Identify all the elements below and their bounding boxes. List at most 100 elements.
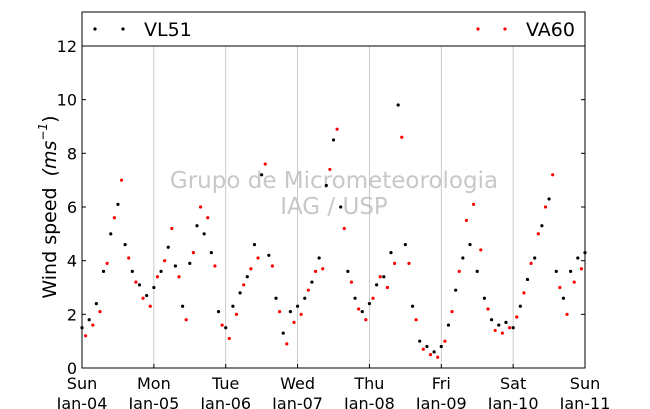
data-point xyxy=(288,310,292,314)
data-point xyxy=(468,242,472,247)
data-point xyxy=(547,197,551,201)
data-point xyxy=(576,256,580,260)
data-point xyxy=(295,304,300,308)
data-point xyxy=(529,261,533,265)
data-point xyxy=(94,302,98,306)
data-point xyxy=(561,296,566,300)
watermark: Grupo de Micrometeorologia IAG / USP xyxy=(170,168,498,220)
data-point xyxy=(543,205,548,209)
y-tick-label: 12 xyxy=(57,37,77,56)
data-point xyxy=(551,173,555,177)
data-point xyxy=(87,318,91,322)
data-point xyxy=(342,226,346,231)
data-point xyxy=(148,304,152,308)
x-tick-day: Fri xyxy=(432,374,451,393)
legend-frame xyxy=(81,11,586,47)
data-point xyxy=(554,269,558,273)
data-point xyxy=(475,269,479,273)
data-point xyxy=(299,312,303,316)
data-point xyxy=(285,342,289,346)
data-point xyxy=(385,285,389,290)
legend-marker-va60 xyxy=(503,27,507,31)
data-point xyxy=(389,251,393,255)
data-point xyxy=(227,336,231,341)
data-point xyxy=(569,269,573,273)
data-point xyxy=(191,251,195,255)
x-tick-day: Thu xyxy=(353,374,384,393)
data-point xyxy=(371,296,375,300)
data-point xyxy=(198,205,203,209)
data-point xyxy=(428,352,433,357)
data-point xyxy=(396,103,400,107)
data-point xyxy=(173,264,178,268)
data-point xyxy=(195,224,199,228)
x-tick-date: Jan-08 xyxy=(343,394,395,409)
data-point xyxy=(91,323,95,327)
data-point xyxy=(141,296,145,300)
data-point xyxy=(507,326,512,330)
data-point xyxy=(353,296,357,300)
legend-label-va60: VA60 xyxy=(526,19,575,41)
data-point xyxy=(278,310,282,314)
y-axis-label-main: Wind speed xyxy=(39,187,61,298)
x-tick-day: Tue xyxy=(211,374,239,393)
x-tick-day: Sat xyxy=(500,374,526,393)
data-point xyxy=(493,328,497,333)
data-point xyxy=(357,307,361,311)
data-point xyxy=(83,334,88,338)
series-points xyxy=(80,103,587,359)
data-point xyxy=(270,264,275,268)
legend-marker-va60 xyxy=(476,27,480,31)
data-point xyxy=(367,302,372,306)
data-point xyxy=(166,245,170,249)
data-point xyxy=(403,242,407,247)
data-point xyxy=(439,344,443,349)
data-point xyxy=(486,307,490,311)
watermark-line-1: Grupo de Micrometeorologia xyxy=(170,168,498,194)
data-point xyxy=(339,205,343,209)
data-point xyxy=(145,293,149,298)
data-point xyxy=(579,267,584,271)
data-point xyxy=(324,183,328,188)
data-point xyxy=(443,339,447,343)
x-tick-date: Jan-07 xyxy=(271,394,323,409)
data-point xyxy=(536,232,540,236)
data-point xyxy=(188,261,192,265)
data-point xyxy=(400,135,404,139)
data-point xyxy=(209,251,213,255)
data-point xyxy=(364,318,368,322)
x-tick-date: Jan-06 xyxy=(199,394,251,409)
data-point xyxy=(349,280,354,284)
data-point xyxy=(436,355,440,359)
data-point xyxy=(461,256,465,260)
data-point xyxy=(245,275,249,279)
data-point xyxy=(346,269,350,273)
data-point xyxy=(454,288,458,292)
data-point xyxy=(328,167,332,172)
data-point xyxy=(425,344,429,349)
data-point xyxy=(242,283,246,287)
legend-label-vl51: VL51 xyxy=(144,19,192,41)
data-point xyxy=(418,339,422,343)
x-tick-day: Sun xyxy=(67,374,97,393)
data-point xyxy=(497,323,501,327)
data-point xyxy=(482,296,486,300)
data-point xyxy=(256,256,260,260)
data-point xyxy=(263,162,267,166)
data-point xyxy=(479,248,483,252)
data-point xyxy=(292,320,296,324)
data-point xyxy=(163,259,167,263)
data-point xyxy=(446,323,451,327)
y-axis-ticks: 0 2 4 6 8 10 12 xyxy=(57,37,585,378)
data-point xyxy=(410,304,415,308)
legend-marker-vl51 xyxy=(121,27,125,31)
data-point xyxy=(274,296,278,300)
data-point xyxy=(504,320,508,324)
x-axis-ticks: SunJan-04MonJan-05TueJan-06WedJan-07ThuJ… xyxy=(56,364,610,409)
data-point xyxy=(525,277,530,282)
data-point xyxy=(464,218,469,223)
data-point xyxy=(281,331,285,335)
y-axis-label-close: ) xyxy=(39,115,61,122)
data-point xyxy=(335,127,339,131)
